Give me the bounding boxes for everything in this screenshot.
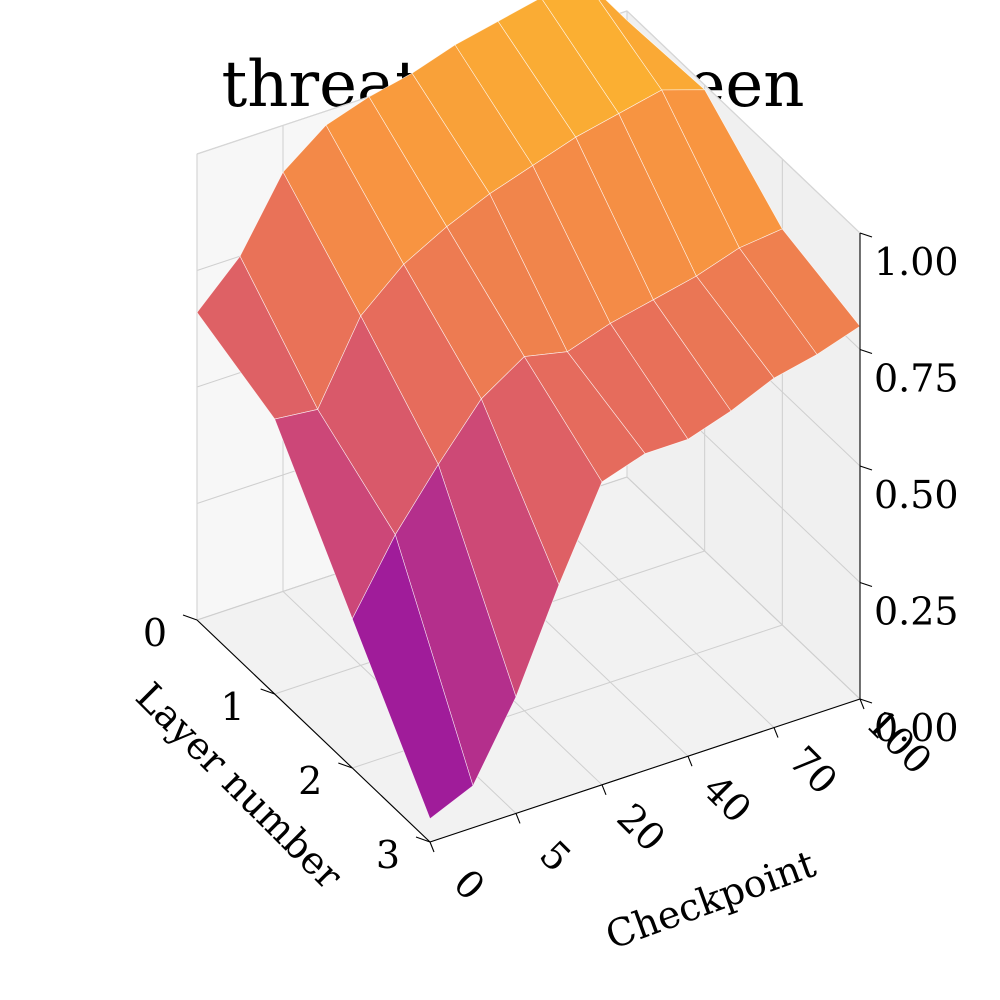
x-axis-line <box>429 698 861 843</box>
grid-line <box>626 476 861 700</box>
y-tick-label: 3 <box>376 833 400 877</box>
z-tick-label: 0.25 <box>874 590 959 634</box>
y-axis-line <box>196 619 431 843</box>
z-tick-label: 0.00 <box>874 706 959 750</box>
x-tick <box>601 784 607 796</box>
z-tick <box>859 581 873 588</box>
y-tick <box>415 836 431 843</box>
x-tick-label: 20 <box>609 795 674 860</box>
x-tick-label: 70 <box>781 738 846 803</box>
z-tick-label: 0.50 <box>874 473 959 517</box>
surface-patch <box>351 533 474 820</box>
z-tick-label: 0.75 <box>874 357 959 401</box>
x-axis-label: Checkpoint <box>600 842 821 958</box>
x-tick-label: 40 <box>695 766 760 831</box>
z-tick <box>859 232 873 238</box>
y-tick-label: 2 <box>298 759 322 803</box>
z-tick <box>859 465 873 471</box>
y-tick-label: 0 <box>143 611 167 655</box>
x-tick <box>515 813 521 824</box>
grid-line <box>540 505 775 728</box>
x-tick-label: 5 <box>531 832 579 880</box>
axes <box>182 232 873 853</box>
y-tick <box>260 688 275 695</box>
pane-edge <box>626 10 861 234</box>
x-tick <box>859 698 865 710</box>
z-tick <box>859 698 873 704</box>
z-tick <box>859 348 873 355</box>
x-tick <box>687 755 693 767</box>
y-tick <box>182 614 198 621</box>
x-tick <box>429 841 435 853</box>
x-tick-label: 0 <box>445 861 493 909</box>
z-tick-label: 1.00 <box>874 240 959 284</box>
x-tick <box>773 727 779 738</box>
surface <box>196 0 861 820</box>
y-tick-label: 1 <box>220 685 244 729</box>
y-tick <box>338 762 353 769</box>
